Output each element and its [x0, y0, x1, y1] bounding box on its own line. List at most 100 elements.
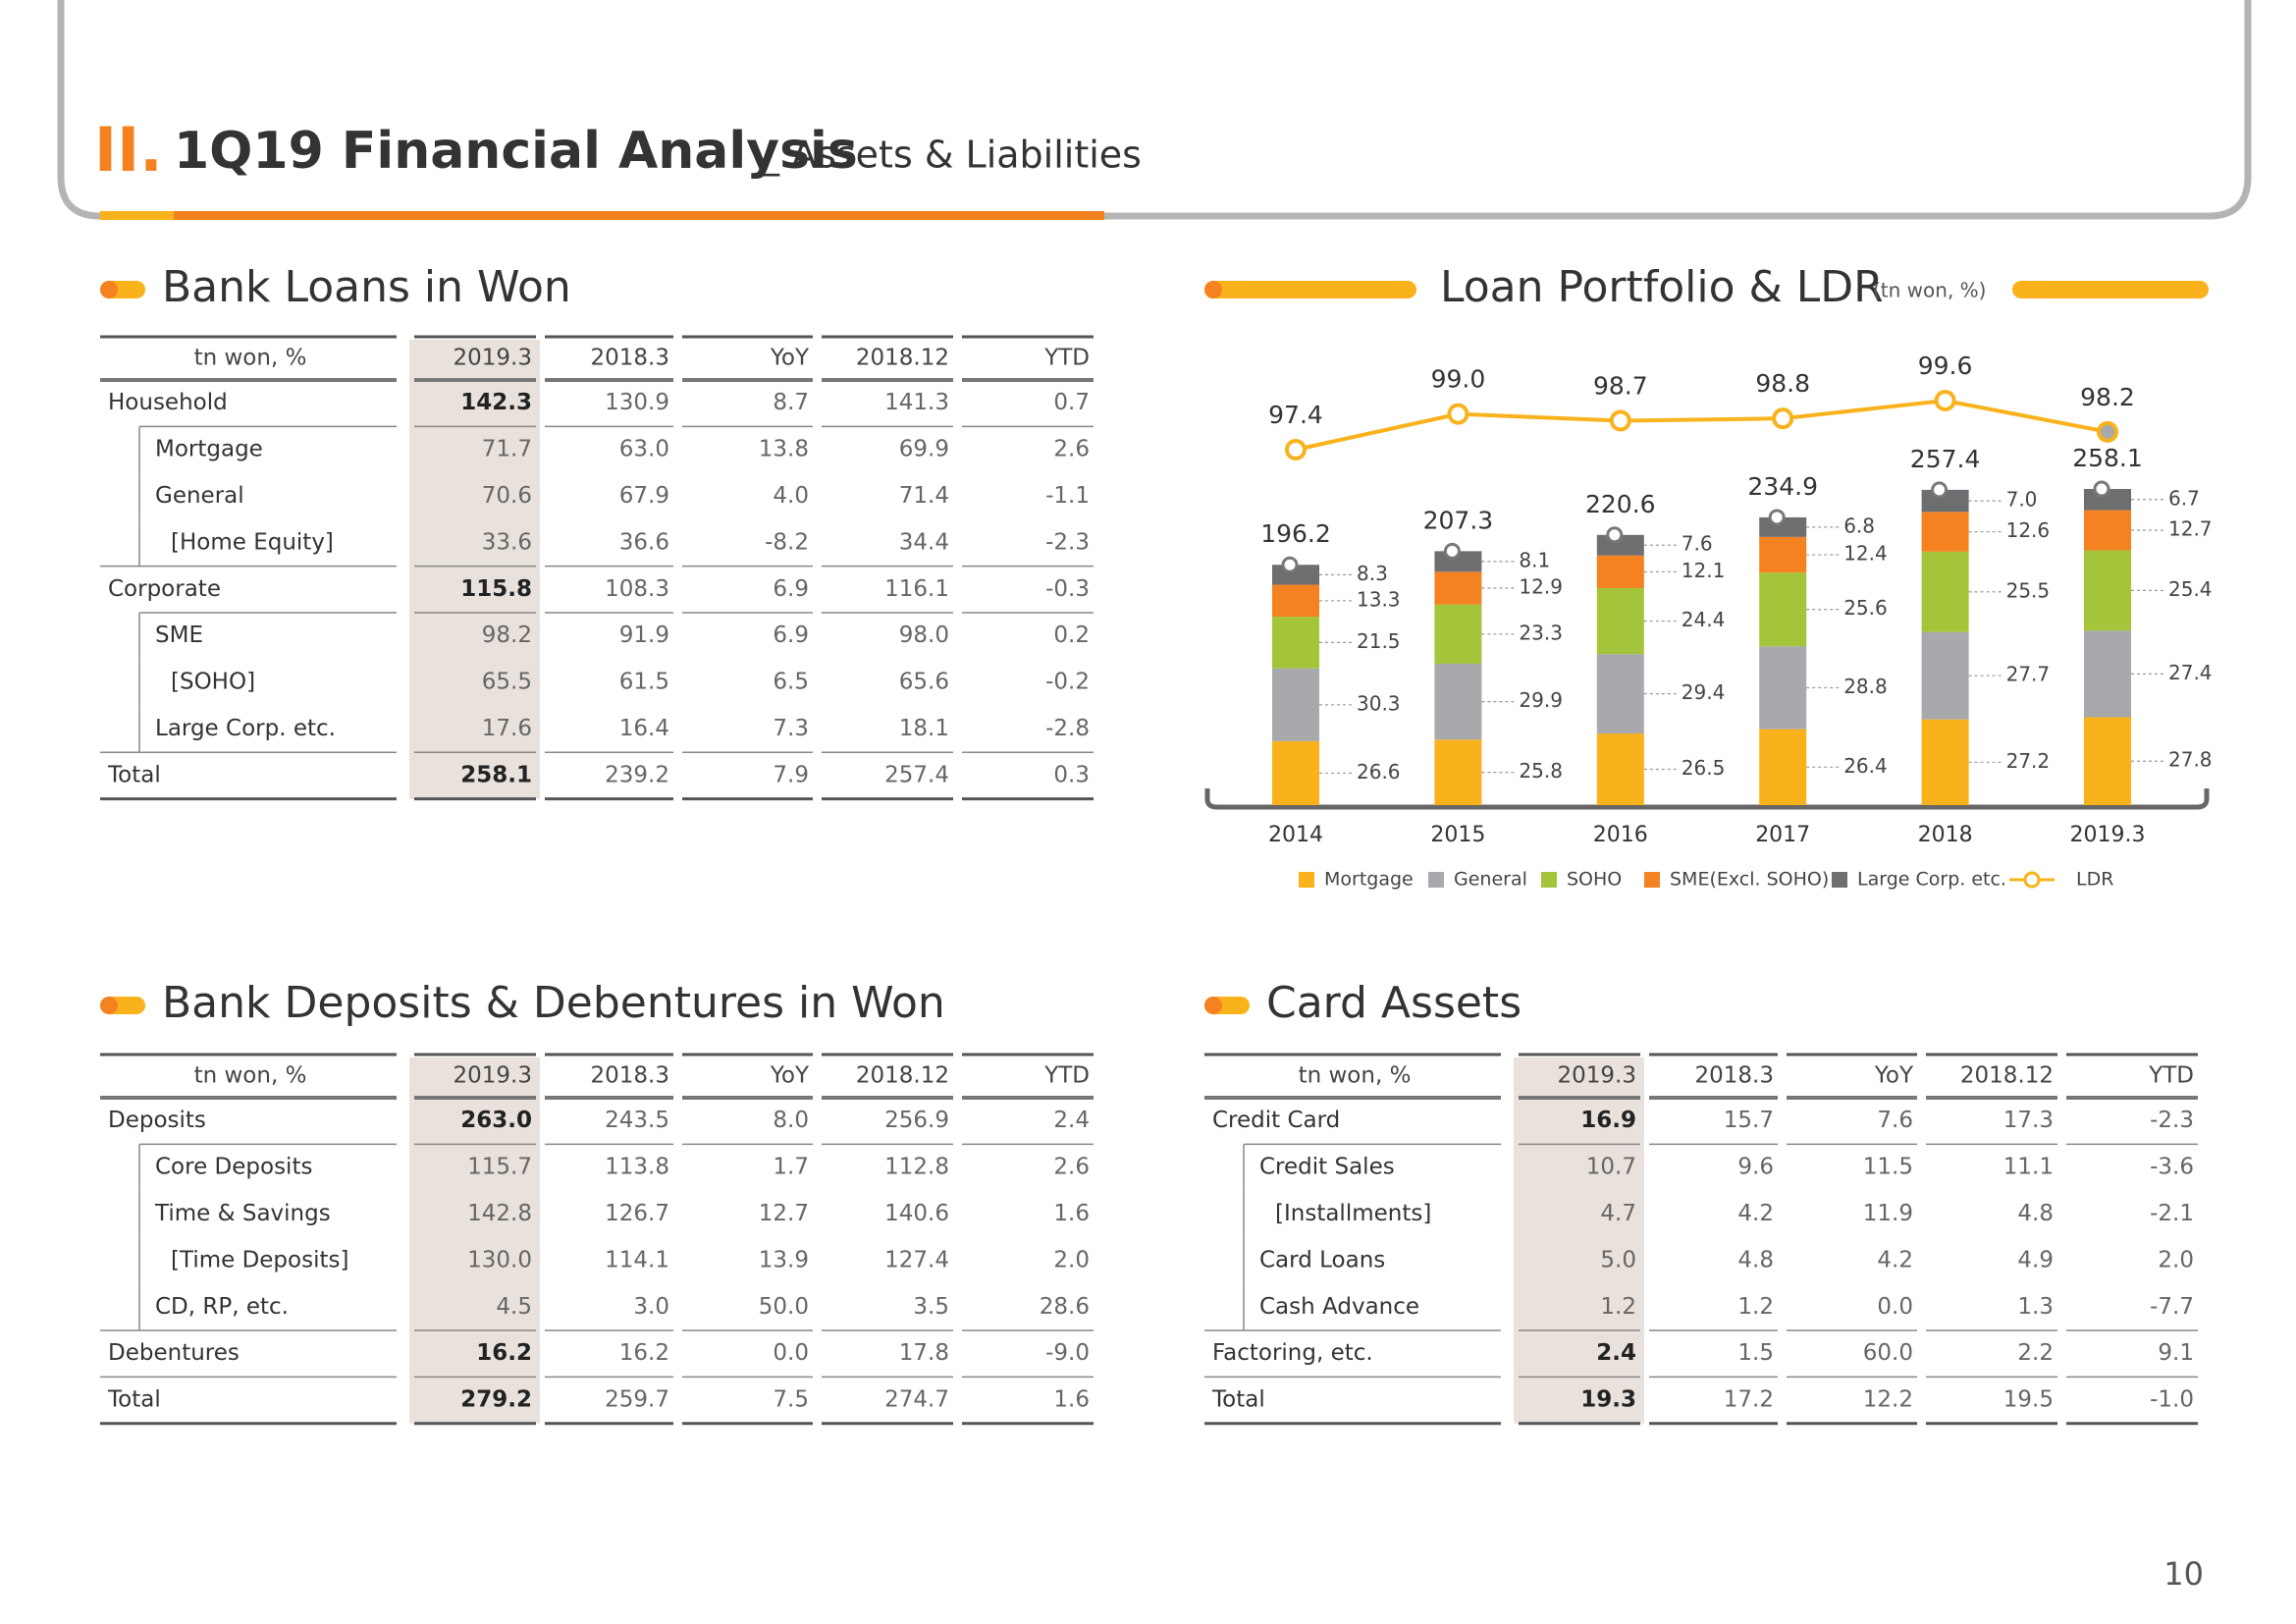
table-cell: 4.8 [2017, 1201, 2054, 1226]
title-bar [1204, 281, 1416, 298]
legend-label: SME(Excl. SOHO) [1670, 869, 1829, 891]
bar-segment [1921, 512, 1969, 552]
bar-segment [1596, 555, 1644, 589]
row-label: [Home Equity] [171, 529, 334, 555]
column-header: YTD [1043, 346, 1090, 371]
table-cell: 1.2 [1600, 1294, 1636, 1320]
table-cell: -0.2 [1045, 670, 1090, 695]
table-cell: 60.0 [1863, 1340, 1913, 1366]
table-cell: 4.2 [1737, 1201, 1774, 1226]
table-cell: 4.5 [496, 1294, 532, 1320]
segment-label: 27.2 [2006, 749, 2051, 773]
legend-label: LDR [2076, 869, 2113, 891]
ldr-label: 98.7 [1593, 371, 1648, 400]
row-label: [Installments] [1275, 1201, 1431, 1226]
bar-segment [1921, 631, 1969, 720]
chart-title: Loan Portfolio & LDR [1440, 262, 1884, 312]
table-cell: 16.9 [1580, 1108, 1636, 1133]
table-cell: -1.1 [1045, 483, 1090, 509]
column-header: 2018.12 [856, 346, 949, 371]
ldr-point [1285, 439, 1307, 460]
table-cell: -9.0 [1045, 1340, 1090, 1366]
table-cell: -0.3 [1045, 576, 1090, 602]
segment-label: 12.7 [2168, 517, 2213, 541]
table-cell: 2.6 [1053, 1155, 1090, 1180]
table-cell: 19.5 [2003, 1387, 2054, 1413]
bar-segment [1272, 668, 1319, 741]
ldr-line [1295, 398, 2109, 452]
table-cell: 279.2 [460, 1387, 532, 1413]
table-cell: 13.8 [759, 437, 809, 462]
bar-segment [1434, 571, 1482, 605]
table-cell: -2.1 [2150, 1201, 2194, 1226]
row-label: Household [108, 390, 228, 415]
table-cell: 141.3 [884, 390, 949, 415]
table-cell: 3.5 [913, 1294, 949, 1320]
segment-label: 24.4 [1682, 608, 1726, 631]
table-cell: -1.0 [2150, 1387, 2194, 1413]
table-cell: 0.3 [1053, 762, 1090, 787]
table-cell: 1.6 [1053, 1201, 1090, 1226]
table-cell: 5.0 [1600, 1247, 1636, 1272]
segment-label: 6.8 [1843, 514, 1875, 537]
row-label: [SOHO] [171, 670, 255, 695]
table-cell: 11.1 [2003, 1155, 2054, 1180]
table-cell: 10.7 [1586, 1155, 1636, 1180]
segment-label: 26.5 [1682, 756, 1726, 780]
bar-segment [2084, 630, 2131, 718]
total-label: 220.6 [1585, 490, 1656, 518]
table-cell: 2.4 [1596, 1340, 1636, 1366]
chart-base [1204, 788, 2210, 810]
table-cell: 0.0 [773, 1340, 809, 1366]
row-label: Core Deposits [155, 1155, 312, 1180]
table-cell: 126.7 [605, 1201, 669, 1226]
section-icon-dot [100, 997, 118, 1014]
table-cell: 130.9 [605, 390, 669, 415]
row-label: SME [155, 623, 203, 648]
table-cell: 50.0 [759, 1294, 809, 1320]
ldr-label: 98.8 [1755, 369, 1810, 398]
table-cell: 12.7 [759, 1201, 809, 1226]
table-cell: 8.0 [773, 1108, 809, 1133]
table-cell: 36.6 [619, 529, 669, 555]
bar-segment [2084, 717, 2131, 805]
section-icon-dot [100, 281, 118, 298]
table-cell: 115.7 [467, 1155, 532, 1180]
table-cell: 18.1 [899, 716, 949, 741]
table-cell: 6.5 [773, 670, 809, 695]
column-header: 2018.12 [1960, 1063, 2054, 1089]
legend-swatch [1644, 872, 1660, 888]
segment-label: 12.9 [1519, 575, 1563, 599]
row-label: [Time Deposits] [171, 1247, 348, 1272]
table-cell: 2.6 [1053, 437, 1090, 462]
table-cell: 70.6 [482, 483, 532, 509]
row-label: Deposits [108, 1108, 206, 1133]
table-cell: 11.9 [1863, 1201, 1913, 1226]
table-cell: 4.9 [2017, 1247, 2054, 1272]
table-cell: 13.9 [759, 1247, 809, 1272]
table-cell: 71.7 [482, 437, 532, 462]
column-header: 2018.12 [856, 1063, 949, 1089]
column-header: tn won, % [194, 1063, 307, 1089]
segment-label: 7.0 [2006, 488, 2038, 512]
ldr-point [2097, 420, 2118, 443]
table-cell: 17.2 [1724, 1387, 1774, 1413]
table-cell: 259.7 [605, 1387, 669, 1413]
column-header: 2018.3 [591, 346, 669, 371]
highlight-column [1514, 1057, 1644, 1424]
table-cell: 63.0 [619, 437, 669, 462]
table-cell: 4.0 [773, 483, 809, 509]
x-tick-label: 2019.3 [2070, 823, 2146, 847]
row-label: Card Loans [1259, 1247, 1385, 1272]
table-cell: 1.3 [2017, 1294, 2054, 1320]
table-cell: 108.3 [605, 576, 669, 602]
bar-segment [1434, 604, 1482, 664]
table-cell: -7.7 [2150, 1294, 2194, 1320]
bar-top-marker [1443, 542, 1461, 560]
table-cell: 2.2 [2017, 1340, 2054, 1366]
total-label: 207.3 [1423, 506, 1494, 534]
header-subtitle: _ Assets & Liabilities [760, 134, 1142, 177]
row-label: Factoring, etc. [1212, 1340, 1373, 1366]
segment-label: 27.8 [2168, 748, 2213, 772]
table-cell: 11.5 [1863, 1155, 1913, 1180]
